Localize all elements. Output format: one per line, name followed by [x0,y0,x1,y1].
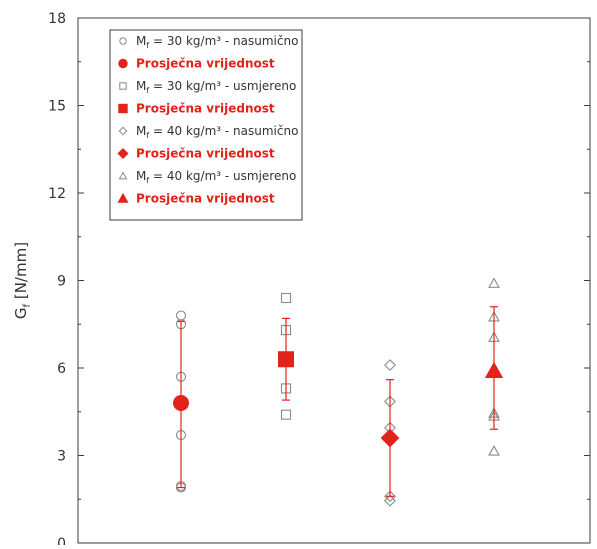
y-tick-label-12: 12 [48,186,66,202]
mean-marker-triangle-4 [484,361,504,379]
legend-label-6: Mf = 40 kg/m³ - usmjereno [136,169,296,185]
mean-marker-square-2 [278,351,294,368]
legend-label-0: Mf = 30 kg/m³ - nasumično [136,34,298,50]
legend-label-pre: M [136,169,146,183]
legend-marker-2 [119,82,127,90]
y-tick-label-15: 15 [48,99,66,115]
y-axis-label: Gf [N/mm] [12,242,33,319]
legend-marker-3 [118,103,128,114]
legend-label-2: Mf = 30 kg/m³ - usmjereno [136,79,296,95]
legend-label-post: = 30 kg/m³ - usmjereno [149,79,296,93]
data-point-diamond-3-0 [384,359,396,372]
mean-marker-circle-1 [173,395,189,411]
legend-box [109,29,303,221]
legend-marker-7 [117,192,129,203]
legend-label-pre: Prosječna vrijednost [136,147,275,161]
data-point-triangle-4-5 [488,445,500,456]
y-axis-label-sub: f [22,303,33,307]
data-point-circle-1-0 [175,310,187,321]
data-point-diamond-3-3 [384,490,396,503]
legend-label-pre: M [136,124,146,138]
legend-label-5: Prosječna vrijednost [136,147,275,161]
legend-label-post: = 40 kg/m³ - nasumično [149,124,298,138]
y-tick-label-0: 0 [57,536,66,545]
y-tick-label-9: 9 [57,274,66,290]
legend-label-pre: M [136,79,146,93]
legend-label-sub: f [146,176,149,185]
legend-label-4: Mf = 40 kg/m³ - nasumično [136,124,298,140]
y-axis-label-unit: [N/mm] [12,242,30,304]
legend-marker-4 [118,126,128,136]
legend-label-pre: Prosječna vrijednost [136,102,275,116]
legend-marker-0 [119,37,127,45]
legend-label-post: = 40 kg/m³ - usmjereno [149,169,296,183]
y-tick-label-3: 3 [57,449,66,465]
y-tick-label-6: 6 [57,361,66,377]
legend-label-pre: M [136,34,146,48]
legend-label-pre: Prosječna vrijednost [136,192,275,206]
data-point-triangle-4-0 [488,277,500,288]
data-point-square-2-3 [280,409,292,420]
data-point-square-2-0 [280,292,292,304]
legend-label-post: = 30 kg/m³ - nasumično [149,34,298,48]
legend-marker-1 [118,58,128,69]
legend-label-1: Prosječna vrijednost [136,57,275,71]
data-point-diamond-3-4 [384,494,396,507]
legend-label-3: Prosječna vrijednost [136,102,275,116]
legend-label-pre: Prosječna vrijednost [136,57,275,71]
legend-marker-5 [117,147,129,160]
legend-label-sub: f [146,131,149,140]
legend-label-sub: f [146,86,149,95]
y-axis-label-main: G [12,307,30,319]
y-tick-label-18: 18 [48,11,66,27]
mean-marker-diamond-3 [380,428,400,448]
legend-label-sub: f [146,41,149,50]
legend-label-7: Prosječna vrijednost [136,192,275,206]
legend-marker-6 [118,171,128,180]
